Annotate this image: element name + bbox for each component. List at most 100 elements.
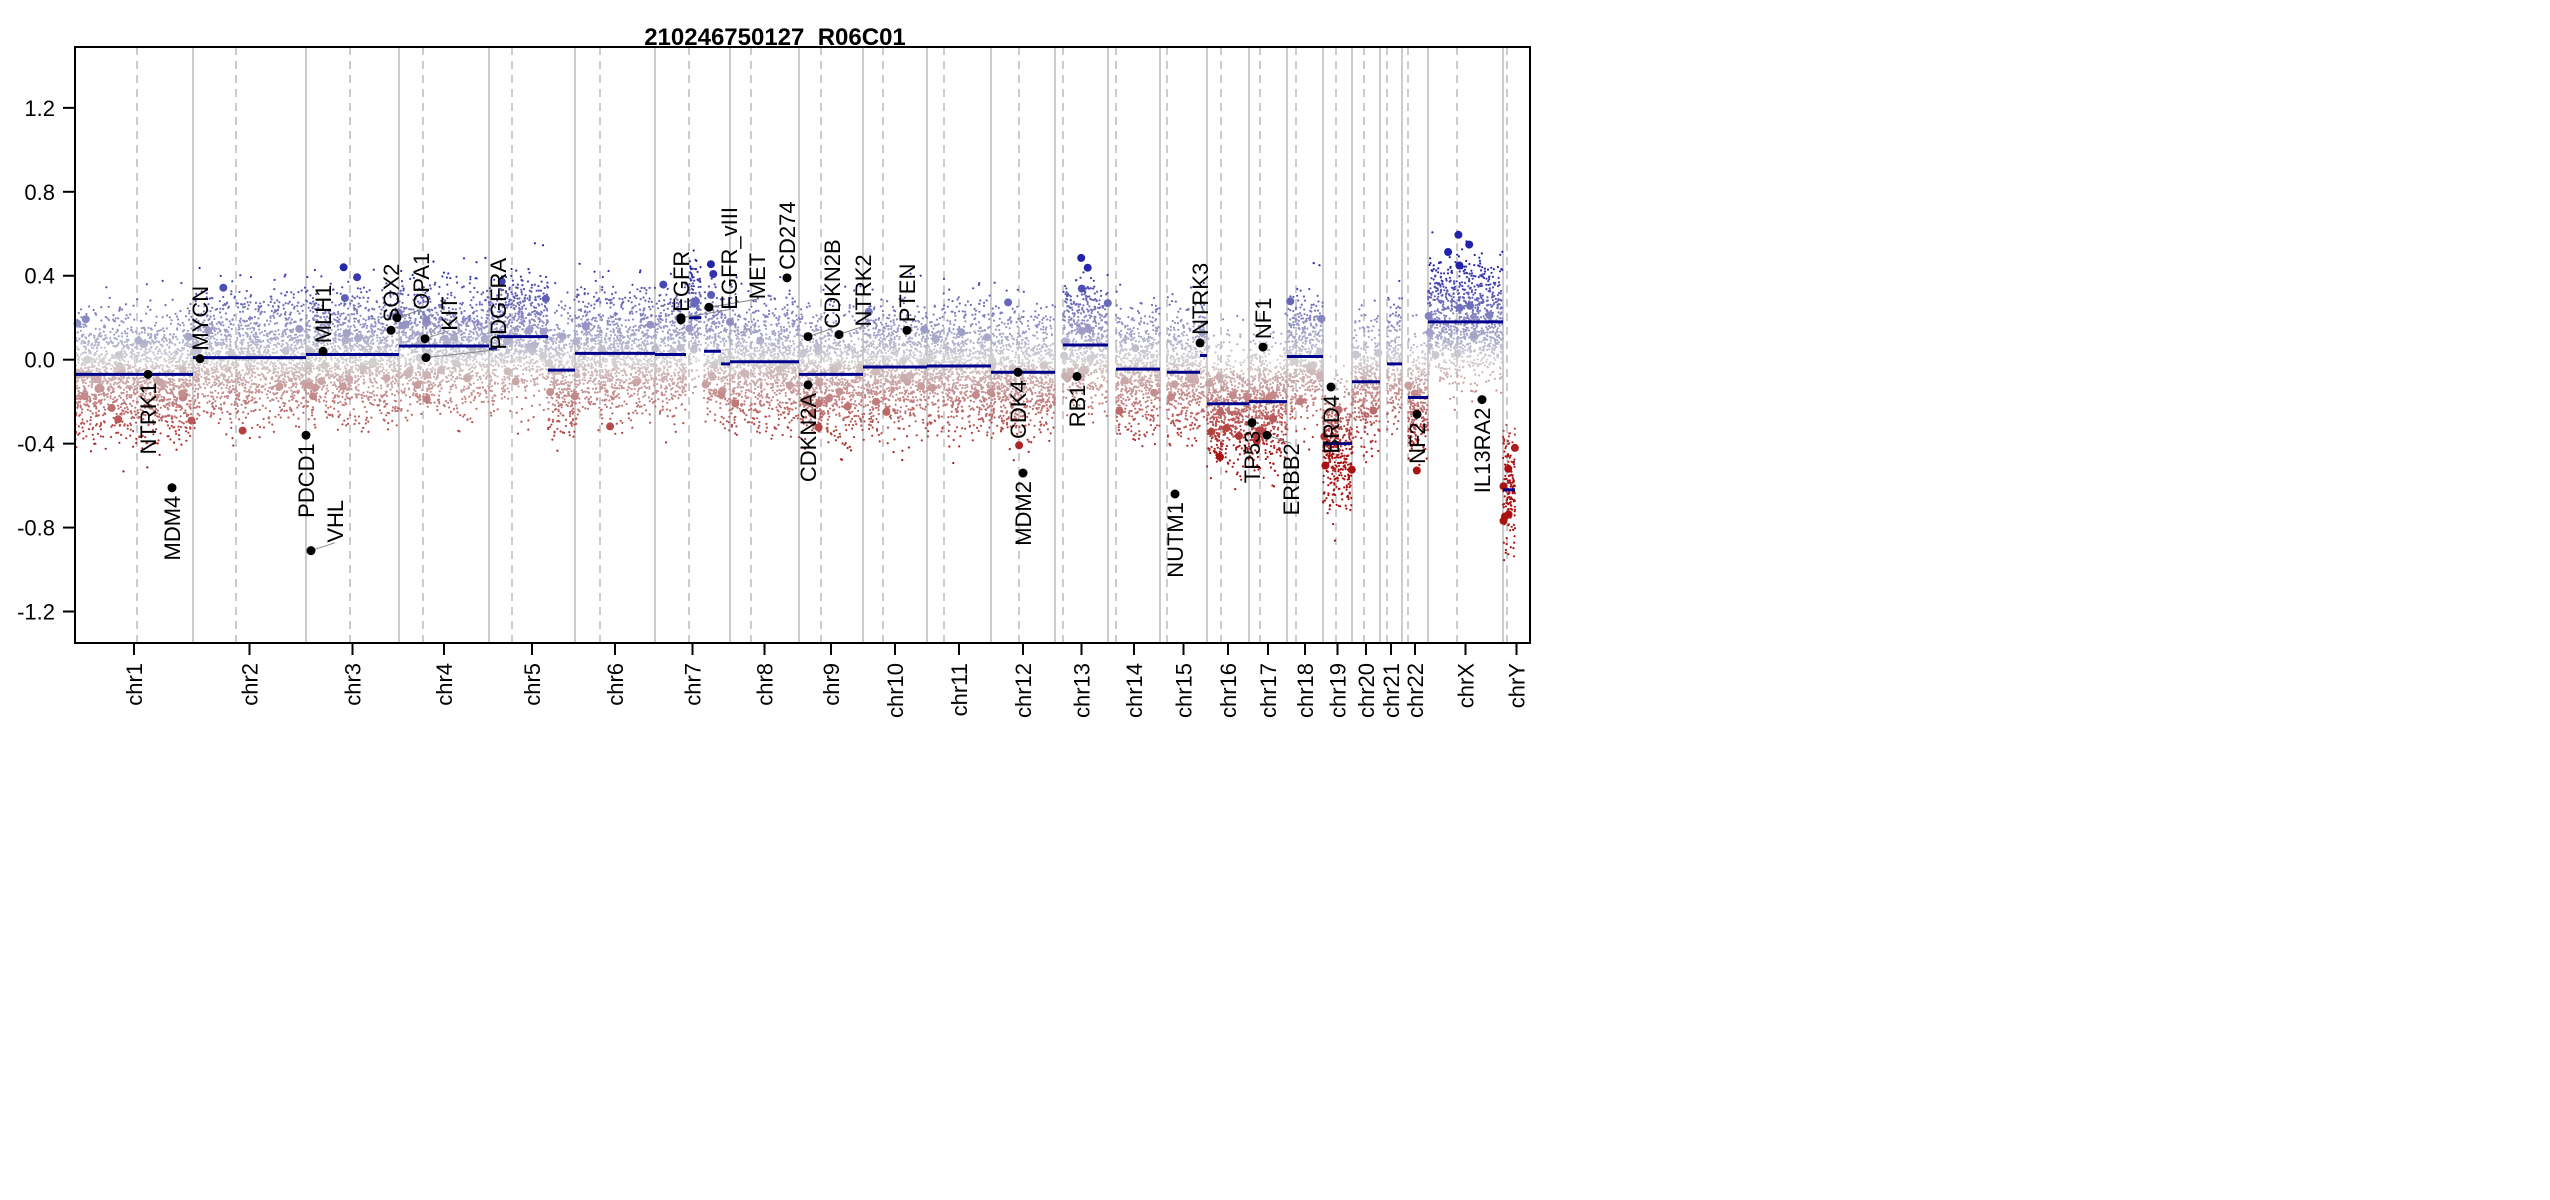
probe-point — [101, 385, 104, 388]
probe-point — [259, 313, 262, 316]
probe-point — [389, 388, 392, 391]
probe-point — [302, 411, 305, 414]
probe-point — [155, 345, 159, 349]
probe-point — [339, 263, 348, 272]
probe-point — [133, 377, 136, 380]
probe-point — [155, 378, 158, 381]
probe-point — [301, 328, 304, 331]
probe-point — [236, 411, 239, 414]
probe-point — [245, 319, 248, 323]
probe-point — [90, 386, 93, 389]
probe-point — [86, 366, 90, 369]
probe-point — [298, 371, 301, 374]
probe-point — [116, 328, 119, 331]
probe-point — [269, 316, 272, 319]
probe-point — [221, 321, 224, 324]
probe-point — [373, 318, 376, 321]
probe-point — [375, 300, 378, 304]
probe-point — [234, 407, 237, 410]
probe-point — [134, 336, 143, 345]
probe-point — [307, 400, 310, 404]
probe-point — [101, 380, 105, 383]
probe-point — [109, 383, 112, 386]
probe-point — [189, 382, 192, 385]
probe-point — [372, 342, 375, 345]
probe-point — [84, 345, 87, 348]
probe-point — [357, 389, 360, 392]
probe-point — [285, 409, 288, 412]
probe-point — [157, 365, 160, 368]
probe-point — [153, 357, 156, 360]
probe-point — [183, 344, 186, 347]
probe-point — [368, 366, 371, 369]
probe-point — [78, 356, 81, 359]
probe-point — [205, 377, 208, 380]
probe-point — [111, 341, 115, 344]
probe-point — [282, 335, 285, 338]
probe-point — [274, 368, 277, 371]
probe-point — [347, 313, 350, 316]
probe-point — [296, 351, 299, 354]
probe-point — [170, 358, 173, 361]
probe-point — [123, 360, 126, 363]
probe-point — [369, 342, 372, 345]
probe-point — [342, 390, 345, 393]
probe-point — [215, 377, 218, 380]
probe-point — [179, 415, 182, 418]
probe-point — [133, 358, 136, 361]
probe-point — [194, 390, 197, 393]
probe-point — [179, 378, 182, 382]
probe-point — [343, 304, 346, 307]
probe-point — [103, 338, 106, 341]
probe-point — [91, 363, 94, 367]
probe-point — [281, 363, 284, 366]
probe-point — [439, 338, 442, 342]
probe-point — [165, 370, 168, 373]
probe-point — [123, 356, 126, 359]
probe-point — [193, 427, 196, 430]
probe-point — [252, 352, 255, 355]
probe-point — [365, 355, 368, 359]
probe-point — [101, 382, 104, 385]
probe-point — [78, 338, 81, 341]
probe-point — [248, 372, 251, 375]
probe-point — [178, 428, 181, 431]
probe-point — [105, 286, 108, 289]
probe-point — [117, 431, 120, 434]
probe-point — [164, 360, 167, 363]
probe-point — [198, 368, 201, 371]
probe-point — [189, 427, 192, 430]
probe-point — [125, 397, 128, 400]
probe-point — [412, 376, 415, 379]
probe-point — [295, 347, 298, 350]
probe-point — [290, 344, 293, 347]
probe-point — [95, 357, 98, 360]
probe-point — [231, 318, 234, 321]
probe-point — [277, 306, 280, 309]
probe-point — [220, 338, 223, 341]
probe-point — [217, 327, 220, 330]
probe-point — [356, 287, 359, 290]
probe-point — [143, 327, 146, 330]
probe-point — [371, 392, 374, 395]
probe-point — [272, 362, 276, 366]
probe-point — [113, 333, 116, 336]
probe-point — [386, 335, 389, 338]
probe-point — [387, 428, 390, 431]
probe-point — [144, 389, 147, 392]
probe-point — [247, 324, 250, 327]
probe-point — [130, 328, 133, 331]
probe-point — [233, 296, 236, 299]
probe-point — [185, 415, 188, 418]
probe-point — [218, 343, 222, 346]
probe-point — [291, 303, 294, 306]
probe-point — [378, 336, 381, 339]
probe-point — [391, 376, 394, 380]
probe-point — [212, 371, 215, 374]
probe-point — [271, 423, 274, 426]
probe-point — [186, 349, 189, 352]
probe-point — [81, 335, 84, 338]
probe-point — [294, 336, 297, 339]
probe-point — [380, 363, 383, 366]
probe-point — [92, 366, 95, 369]
